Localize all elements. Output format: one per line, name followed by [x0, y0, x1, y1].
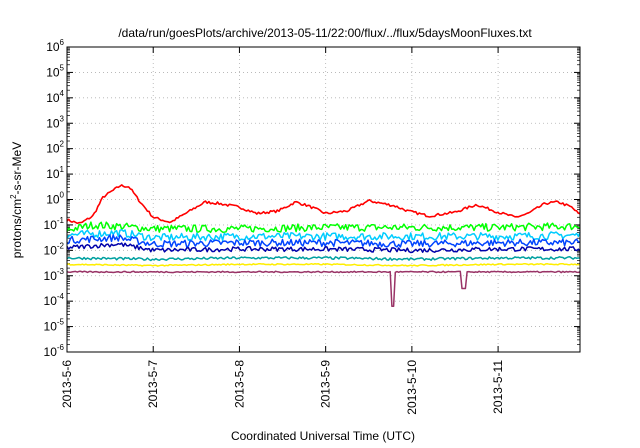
plot-frame	[66, 46, 581, 353]
y-tick-exponent: -6	[57, 343, 65, 352]
y-tick-exponent: 4	[60, 89, 65, 98]
chart-title: /data/run/goesPlots/archive/2013-05-11/2…	[118, 26, 532, 40]
y-tick-base: 10	[44, 269, 58, 283]
y-tick-exponent: -3	[57, 267, 65, 276]
series-line-8	[66, 270, 581, 308]
y-tick-exponent: -1	[57, 216, 65, 225]
y-tick-base: 10	[46, 142, 60, 156]
series-line-1	[66, 184, 581, 225]
y-tick-exponent: 2	[60, 140, 65, 149]
y-tick-label: 106	[46, 38, 64, 54]
series-line-2	[66, 221, 581, 234]
y-tick-base: 10	[44, 294, 58, 308]
x-tick-label: 2013-5-9	[319, 360, 333, 408]
y-tick-base: 10	[46, 40, 60, 54]
y-tick-label: 103	[46, 114, 64, 130]
x-tick-label: 2013-5-6	[60, 360, 74, 408]
series-line-4	[66, 234, 581, 248]
y-tick-label: 10-1	[44, 216, 65, 232]
y-tick-label: 105	[46, 63, 64, 79]
y-tick-exponent: 5	[60, 63, 65, 72]
y-tick-label: 10-3	[44, 267, 65, 283]
y-tick-label: 10-2	[44, 241, 65, 257]
x-tick-label: 2013-5-10	[405, 360, 419, 415]
x-axis-label: Coordinated Universal Time (UTC)	[231, 429, 415, 443]
y-tick-label: 100	[46, 191, 64, 207]
y-tick-base: 10	[46, 167, 60, 181]
y-tick-base: 10	[46, 116, 60, 130]
series-line-6	[66, 256, 580, 262]
x-tick-label: 2013-5-7	[146, 360, 160, 408]
y-tick-label: 10-4	[44, 292, 65, 308]
series-line-5	[66, 242, 581, 254]
y-tick-exponent: 1	[60, 165, 65, 174]
y-axis-label-prefix: protons/cm	[10, 199, 24, 258]
x-tick-label: 2013-5-11	[491, 360, 505, 414]
y-tick-label: 104	[46, 89, 64, 105]
y-tick-exponent: -4	[57, 292, 65, 301]
y-tick-base: 10	[44, 243, 58, 257]
y-axis-label: protons/cm2-s-sr-MeV	[9, 142, 24, 258]
y-tick-exponent: -2	[57, 241, 65, 250]
y-tick-base: 10	[44, 320, 58, 334]
y-axis-label-suffix: -s-sr-MeV	[10, 142, 24, 195]
y-tick-base: 10	[44, 218, 58, 232]
y-tick-label: 101	[46, 165, 64, 181]
series-line-7	[66, 262, 581, 267]
y-tick-exponent: 0	[60, 191, 65, 200]
y-tick-base: 10	[46, 91, 60, 105]
series-group	[66, 184, 581, 308]
x-tick-label: 2013-5-8	[232, 360, 246, 408]
y-tick-base: 10	[46, 65, 60, 79]
y-tick-base: 10	[46, 193, 60, 207]
y-tick-exponent: -5	[57, 318, 65, 327]
y-tick-base: 10	[44, 345, 58, 359]
y-tick-exponent: 6	[60, 38, 65, 47]
y-axis-ticks: 10-610-510-410-310-210-11001011021031041…	[44, 38, 580, 359]
y-tick-exponent: 3	[60, 114, 65, 123]
y-axis-label-sup: 2	[9, 194, 18, 199]
y-tick-label: 10-6	[44, 343, 65, 359]
y-tick-label: 10-5	[44, 318, 65, 334]
y-tick-label: 102	[46, 140, 64, 156]
